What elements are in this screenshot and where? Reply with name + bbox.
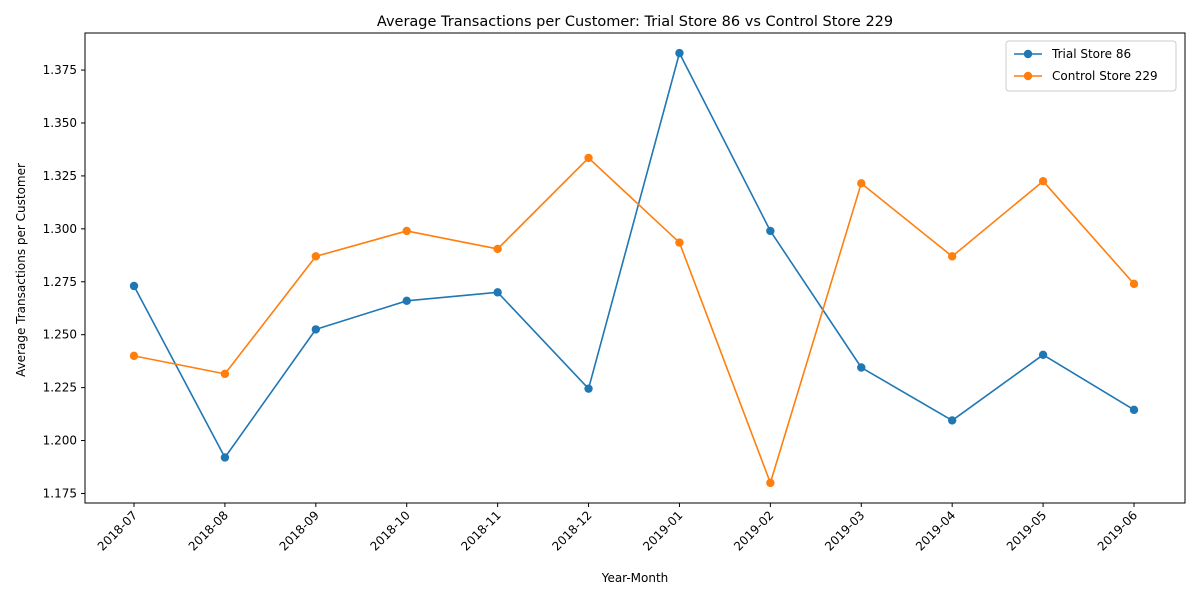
legend: Trial Store 86 Control Store 229	[1005, 40, 1177, 92]
legend-swatch-marker	[1023, 49, 1033, 59]
legend-label: Control Store 229	[1052, 69, 1158, 83]
series-2-point	[129, 351, 139, 361]
series-2-point	[402, 226, 411, 236]
series-2-point	[493, 244, 502, 254]
y-tick-label: 1.375	[43, 63, 77, 77]
series-1-point	[129, 281, 139, 291]
y-tick-label: 1.300	[43, 222, 77, 236]
y-tick-label: 1.225	[43, 381, 77, 395]
series-2-point	[1038, 176, 1048, 186]
series-1-point	[1129, 405, 1139, 415]
series-1-point	[493, 288, 502, 297]
series-2-point	[766, 478, 775, 488]
series-1-point	[584, 384, 593, 393]
y-axis-label: Average Transactions per Customer	[14, 163, 28, 377]
axes-frame	[84, 32, 1186, 504]
y-tick-label: 1.325	[43, 169, 77, 183]
y-tick-label: 1.250	[43, 328, 77, 342]
legend-box	[1005, 40, 1177, 92]
series-2-point	[311, 252, 321, 261]
series-2-point	[947, 252, 957, 261]
series-2-point	[857, 179, 866, 188]
series-2-point	[220, 369, 230, 379]
y-tick-label: 1.175	[43, 486, 77, 500]
y-tick-label: 1.350	[43, 116, 77, 130]
y-tick-label: 1.275	[43, 275, 77, 289]
series-2-point	[1129, 279, 1139, 289]
series-1-point	[1038, 350, 1048, 360]
series-1-point	[402, 296, 411, 306]
chart-title: Average Transactions per Customer: Trial…	[377, 14, 893, 30]
series-2-point	[584, 153, 593, 163]
series-1-point	[766, 226, 775, 236]
x-axis-label: Year-Month	[601, 571, 669, 585]
series-1-point	[857, 363, 866, 372]
y-tick-label: 1.200	[43, 434, 77, 448]
series-1-point	[311, 325, 321, 334]
series-1-point	[947, 416, 957, 425]
series-2-point	[675, 238, 684, 247]
legend-swatch-marker	[1023, 71, 1033, 81]
series-line-2	[133, 157, 1135, 484]
series-1-point	[675, 48, 684, 58]
series-1-point	[220, 453, 230, 462]
legend-label: Trial Store 86	[1051, 47, 1131, 61]
series-line-1	[133, 52, 1135, 459]
